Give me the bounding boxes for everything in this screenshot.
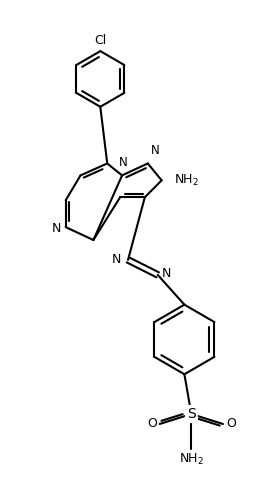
Text: O: O: [226, 417, 236, 431]
Text: S: S: [187, 407, 196, 421]
Text: N: N: [112, 253, 121, 267]
Text: N: N: [151, 145, 159, 157]
Text: N: N: [162, 268, 171, 280]
Text: O: O: [147, 417, 157, 431]
Text: NH$_2$: NH$_2$: [174, 173, 198, 188]
Text: Cl: Cl: [94, 34, 107, 47]
Text: N: N: [119, 156, 127, 170]
Text: NH$_2$: NH$_2$: [179, 452, 204, 467]
Text: N: N: [51, 221, 61, 235]
